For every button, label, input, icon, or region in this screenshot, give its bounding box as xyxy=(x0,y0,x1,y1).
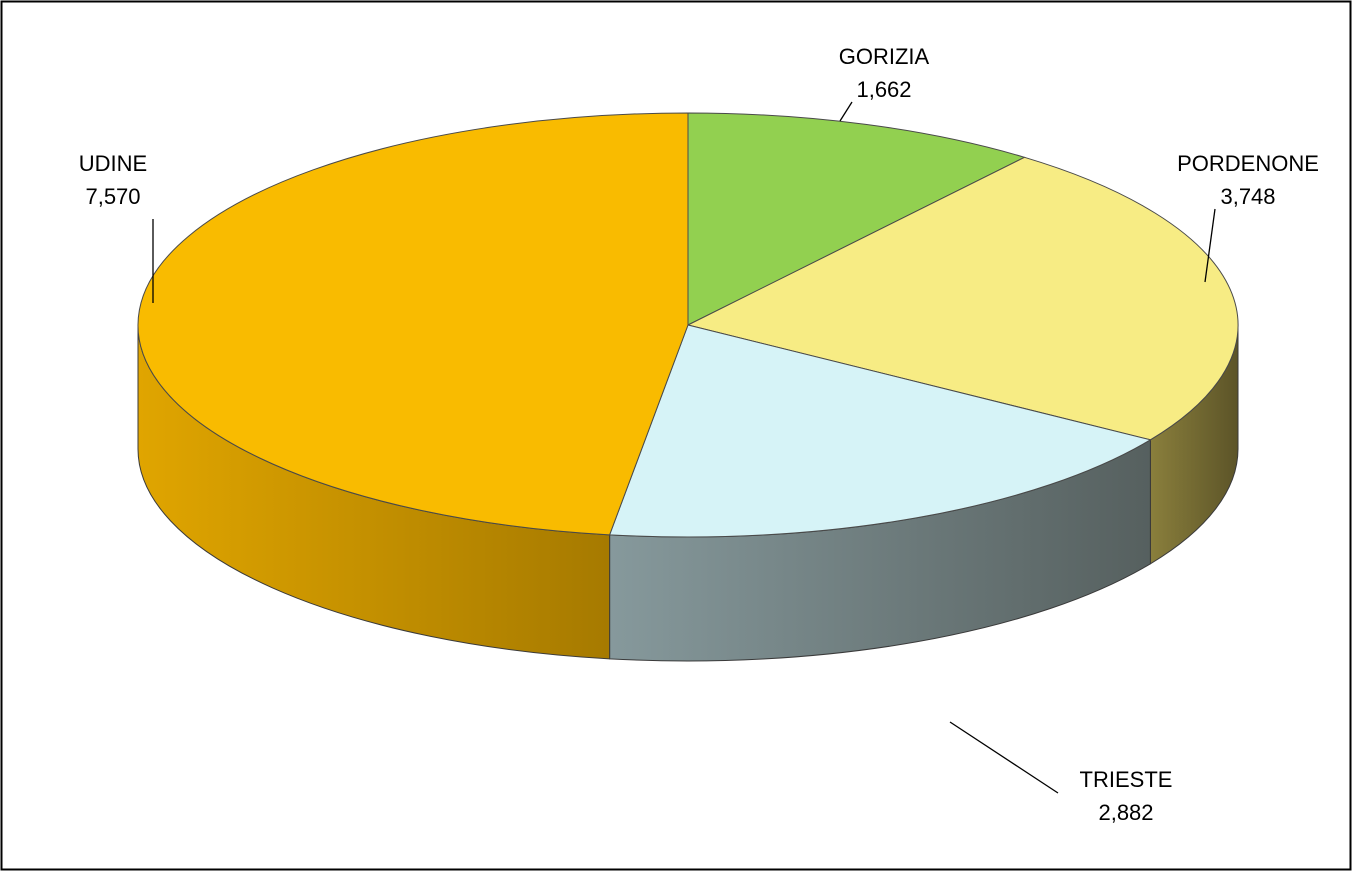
leader-line-gorizia xyxy=(839,101,853,122)
label-value-trieste: 2,882 xyxy=(1098,800,1153,825)
data-labels: GORIZIA 1,662 PORDENONE 3,748 TRIESTE 2,882 UD… xyxy=(79,44,1319,825)
leader-line-trieste xyxy=(949,721,1059,794)
leader-lines xyxy=(152,101,1216,794)
label-category-trieste: TRIESTE xyxy=(1080,767,1173,792)
slice-pordenone xyxy=(686,156,1239,441)
leader-line-pordenone xyxy=(1204,208,1216,283)
label-value-udine: 7,570 xyxy=(85,184,140,209)
slice-udine xyxy=(137,112,689,536)
pie-sides xyxy=(137,324,1239,662)
label-category-udine: UDINE xyxy=(79,151,147,176)
label-value-gorizia: 1,662 xyxy=(856,77,911,102)
pie-tops xyxy=(137,112,1239,538)
label-category-pordenone: PORDENONE xyxy=(1177,151,1319,176)
label-category-gorizia: GORIZIA xyxy=(839,44,930,69)
slice-gorizia xyxy=(687,112,1026,326)
label-value-pordenone: 3,748 xyxy=(1220,184,1275,209)
slice-trieste xyxy=(608,324,1152,538)
